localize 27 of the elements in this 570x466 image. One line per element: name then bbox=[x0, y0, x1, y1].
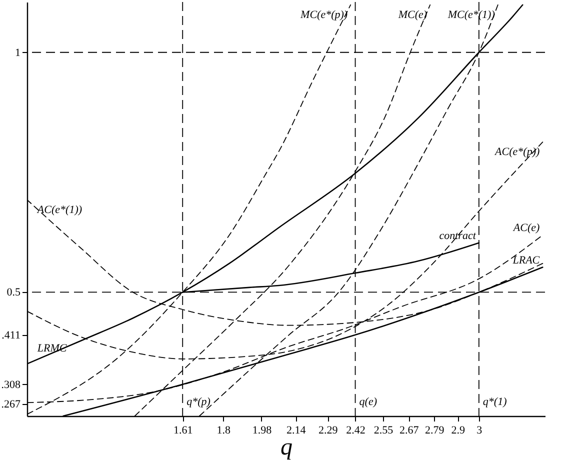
y-tick-label: .411 bbox=[2, 329, 20, 342]
ref-line-label: q(e) bbox=[359, 396, 378, 408]
x-axis-title: q bbox=[280, 434, 292, 460]
series-label: AC(e*(p)) bbox=[494, 146, 540, 158]
x-tick-label: 2.55 bbox=[374, 424, 394, 436]
ref-line-label: q*(1) bbox=[482, 396, 508, 408]
ref-line-label: q*(p) bbox=[186, 396, 211, 408]
x-tick-label: 2.42 bbox=[346, 424, 366, 436]
y-tick-label: 0.5 bbox=[6, 286, 21, 299]
x-tick-label: 2.67 bbox=[399, 424, 420, 436]
series-label: MC(e*(p)) bbox=[300, 8, 348, 21]
series-label: AC(e*(1)) bbox=[36, 204, 82, 216]
x-tick-label: 3 bbox=[476, 424, 483, 436]
x-tick-label: 1.61 bbox=[173, 424, 193, 436]
x-tick-label: 2.79 bbox=[425, 424, 445, 436]
x-tick-label: 1.8 bbox=[216, 424, 231, 436]
y-tick-label: 1 bbox=[15, 46, 20, 59]
x-tick-label: 2.14 bbox=[286, 424, 306, 436]
y-tick-label: .267 bbox=[1, 398, 21, 411]
series-label: AC(e) bbox=[512, 222, 540, 234]
series-label: MC(e*(1)) bbox=[446, 8, 496, 21]
y-tick-label: .308 bbox=[1, 378, 21, 391]
series-label: LRAC bbox=[512, 254, 540, 266]
series-label: contract bbox=[439, 230, 477, 242]
x-tick-label: 1.98 bbox=[252, 424, 272, 436]
x-tick-label: 2.29 bbox=[318, 424, 338, 436]
x-tick-label: 2.9 bbox=[451, 424, 466, 436]
